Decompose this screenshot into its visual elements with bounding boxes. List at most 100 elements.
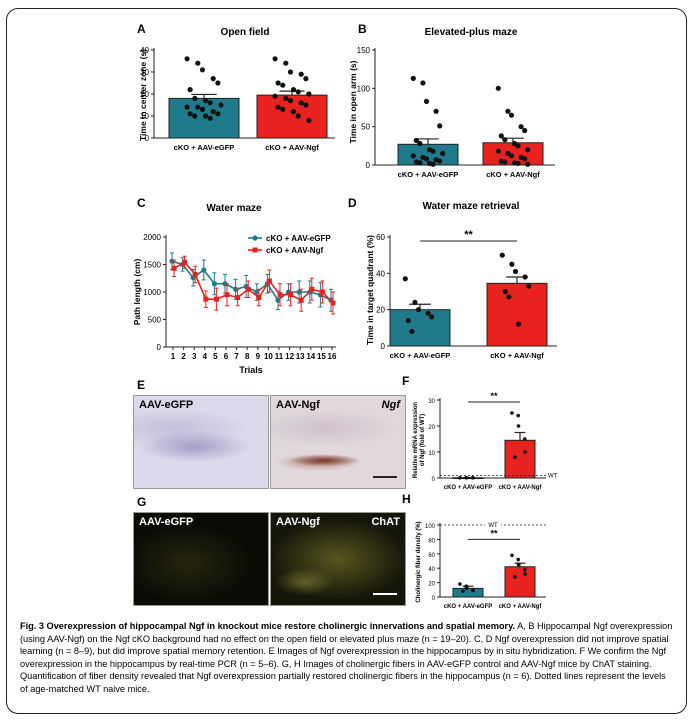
data-point	[203, 296, 209, 302]
data-point	[498, 133, 504, 139]
y-tick-label: 20	[428, 425, 435, 431]
bar	[168, 97, 240, 139]
data-point	[499, 252, 505, 258]
data-point	[283, 60, 289, 66]
y-tick-label: 20	[140, 90, 149, 99]
data-point	[495, 85, 501, 91]
panel-title: Water maze retrieval	[423, 201, 520, 212]
figure-frame	[6, 8, 687, 714]
micrograph-label: AAV-Ngf	[276, 516, 320, 528]
data-point	[280, 82, 286, 88]
data-point	[303, 76, 309, 82]
data-point	[525, 161, 531, 167]
x-tick-label: 1	[171, 352, 176, 361]
y-axis-label: Cholinergic fiber density (%)	[416, 521, 422, 602]
caption-body: A, B Hippocampal Ngf overexpression (usi…	[20, 621, 673, 694]
data-point	[516, 562, 521, 567]
category-label: cKO + AAV-eGFP	[174, 143, 235, 152]
significance-label: **	[490, 391, 498, 401]
micrograph-tag: Ngf	[381, 399, 400, 411]
significance-label: **	[490, 528, 498, 538]
data-point	[523, 567, 527, 572]
data-point	[440, 150, 446, 157]
data-point	[425, 310, 431, 316]
data-point	[210, 76, 216, 82]
data-point	[415, 307, 422, 313]
data-point	[192, 113, 198, 119]
data-point	[211, 281, 217, 287]
panel-title: Elevated-plus maze	[425, 27, 518, 38]
data-point	[420, 80, 426, 86]
caption-head: Fig. 3 Overexpression of hippocampal Ngf…	[20, 621, 516, 631]
bar	[504, 439, 536, 479]
data-point	[461, 589, 465, 594]
data-point	[215, 111, 221, 117]
data-point	[303, 102, 309, 108]
data-point	[516, 557, 520, 562]
data-point	[306, 117, 312, 123]
y-tick-label: 60	[376, 233, 385, 242]
data-point	[502, 288, 508, 295]
data-point	[505, 108, 511, 114]
data-point	[516, 413, 520, 418]
x-tick-label: 9	[256, 352, 261, 361]
data-point	[437, 158, 443, 164]
x-tick-label: 12	[285, 352, 294, 361]
data-point	[423, 156, 430, 162]
legend-marker	[252, 235, 258, 241]
data-point	[464, 475, 469, 480]
x-tick-label: 3	[192, 352, 197, 361]
y-tick-label: 0	[381, 342, 386, 351]
x-tick-label: 6	[224, 352, 229, 361]
y-tick-label: 20	[428, 582, 435, 588]
x-tick-label: 4	[203, 352, 208, 361]
data-point	[515, 143, 521, 149]
data-point	[266, 278, 272, 284]
y-tick-label: 0	[145, 134, 150, 143]
panel-letter: E	[137, 378, 145, 392]
y-axis-label: of Ngf (fold of WT)	[420, 414, 426, 466]
series-line	[171, 260, 332, 302]
category-label: cKO + AAV-Ngf	[490, 351, 544, 360]
panel-letter: G	[137, 495, 146, 509]
data-point	[508, 112, 515, 118]
data-point	[224, 292, 230, 298]
y-axis-label: Time in open arm (s)	[348, 60, 358, 143]
legend-label: cKO + AAV-eGFP	[266, 234, 331, 243]
x-tick-label: 16	[328, 352, 337, 361]
data-point	[430, 148, 436, 154]
x-tick-label: 15	[317, 352, 326, 361]
data-point	[510, 411, 514, 415]
bar	[486, 282, 548, 347]
panel-letter: C	[137, 196, 146, 210]
data-point	[502, 137, 508, 143]
data-point	[192, 95, 198, 101]
data-point	[201, 267, 207, 273]
x-axis-label: Trials	[239, 365, 263, 375]
x-tick-label: 5	[213, 352, 218, 361]
panel-letter: A	[137, 22, 146, 36]
data-point	[283, 95, 289, 101]
data-point	[515, 160, 521, 167]
data-point	[510, 553, 514, 558]
y-tick-label: 40	[376, 269, 385, 278]
y-tick-label: 10	[140, 112, 149, 121]
legend-label: cKO + AAV-Ngf	[266, 246, 323, 255]
x-tick-label: 7	[234, 352, 239, 361]
data-point	[330, 300, 336, 306]
data-point	[277, 292, 283, 298]
data-point	[256, 295, 262, 300]
data-point	[506, 294, 512, 300]
micrograph-label: AAV-eGFP	[139, 516, 194, 528]
data-point	[288, 292, 294, 298]
y-tick-label: 20	[376, 306, 385, 315]
figure-caption: Fig. 3 Overexpression of hippocampal Ngf…	[20, 620, 675, 696]
category-label: cKO + AAV-eGFP	[390, 351, 451, 360]
y-tick-label: 60	[428, 553, 435, 559]
data-point	[437, 123, 443, 129]
y-axis-label: Relative mRNA expression	[413, 402, 419, 478]
y-tick-label: 150	[357, 46, 371, 55]
y-tick-label: 500	[148, 316, 162, 325]
data-point	[429, 314, 435, 320]
